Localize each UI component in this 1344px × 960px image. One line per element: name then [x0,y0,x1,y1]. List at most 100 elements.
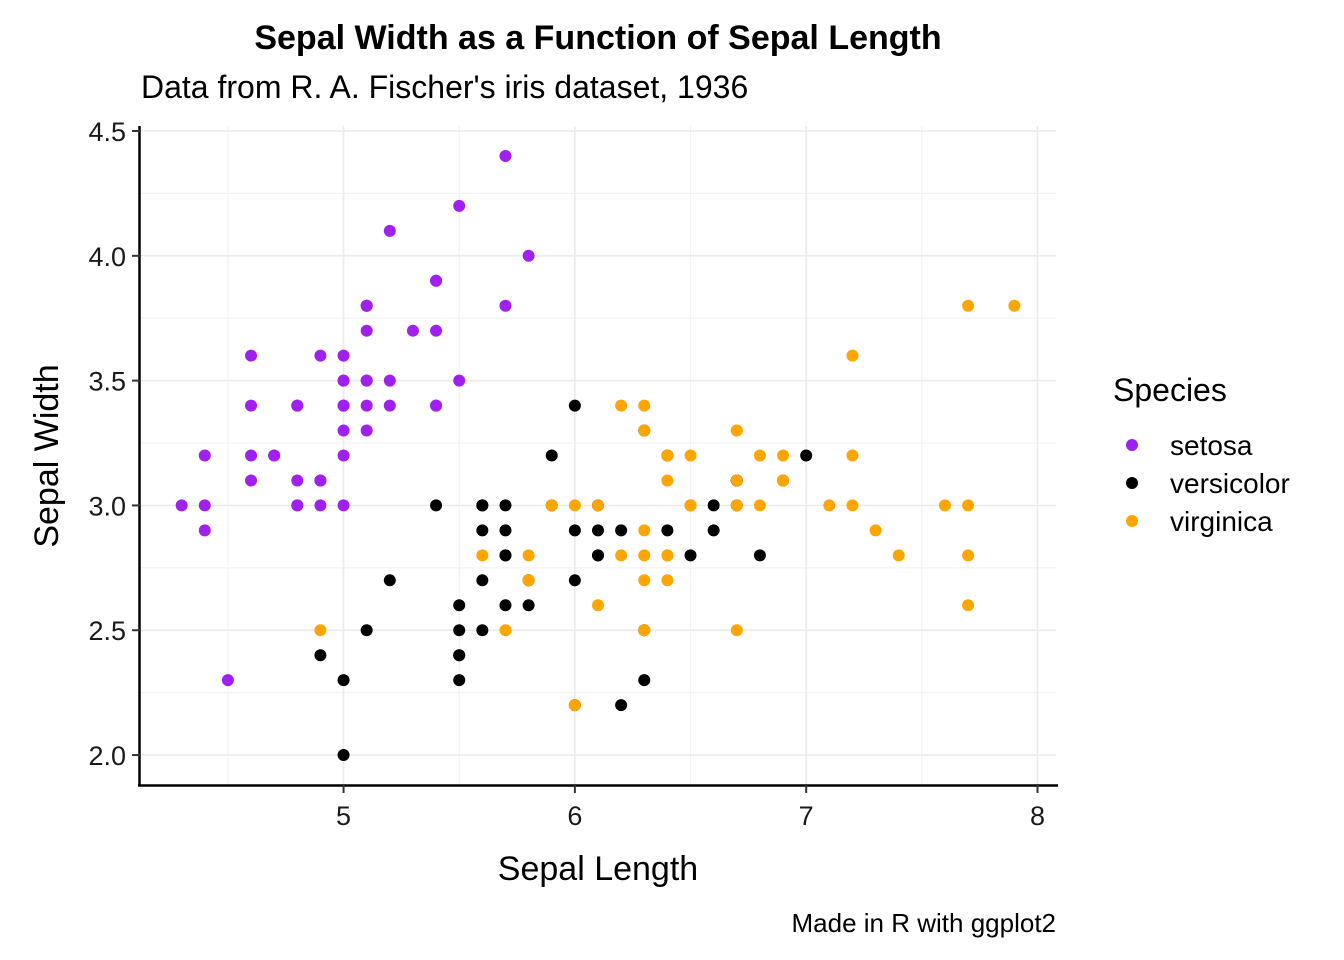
point-setosa [383,399,396,412]
point-versicolor [476,499,489,512]
point-setosa [337,399,350,412]
point-setosa [221,674,234,687]
point-virginica [753,449,766,462]
point-setosa [383,374,396,387]
grid-minor [140,126,1056,785]
point-versicolor [453,674,466,687]
point-virginica [730,474,743,487]
point-setosa [337,349,350,362]
y-tick-label: 3.0 [88,491,126,521]
point-versicolor [568,524,581,537]
point-versicolor [453,624,466,637]
point-setosa [430,324,443,337]
point-virginica [615,399,628,412]
legend-title: Species [1113,372,1227,408]
point-versicolor [568,399,581,412]
point-virginica [846,449,859,462]
point-virginica [846,349,859,362]
point-versicolor [592,549,604,562]
point-setosa [245,349,258,362]
point-setosa [337,424,350,437]
point-setosa [291,399,304,412]
chart-subtitle: Data from R. A. Fischer's iris dataset, … [141,69,748,105]
point-setosa [360,399,373,412]
point-setosa [360,374,373,387]
point-versicolor [707,499,720,512]
x-tick-label: 8 [1030,801,1045,831]
point-virginica [684,449,697,462]
point-setosa [314,499,327,512]
y-tick-label: 3.5 [88,367,126,397]
point-setosa [268,449,281,462]
legend: Species setosa versicolor virginica [1113,372,1290,537]
legend-label-versicolor: versicolor [1170,468,1290,499]
point-setosa [406,324,419,337]
point-virginica [545,499,558,512]
point-virginica [522,549,535,562]
point-versicolor [476,624,489,637]
point-setosa [453,199,466,212]
point-setosa [522,249,535,262]
point-setosa [430,274,443,287]
point-setosa [245,449,258,462]
point-versicolor [707,524,720,537]
point-virginica [592,599,604,612]
point-versicolor [453,649,466,662]
grid-major [140,126,1056,785]
point-virginica [869,524,882,537]
x-tick-label: 5 [336,801,351,831]
y-axis-ticks: 2.0 2.5 3.0 3.5 4.0 4.5 [88,117,140,771]
point-versicolor [568,574,581,587]
point-virginica [499,624,512,637]
point-setosa [198,499,211,512]
x-tick-label: 7 [799,801,814,831]
point-setosa [383,224,396,237]
point-versicolor [499,499,512,512]
point-versicolor [476,574,489,587]
chart-caption: Made in R with ggplot2 [792,908,1056,938]
data-points [175,149,1021,762]
x-tick-label: 6 [567,801,582,831]
point-versicolor [638,674,651,687]
x-axis-ticks: 5 6 7 8 [336,785,1045,831]
point-setosa [291,499,304,512]
point-setosa [198,524,211,537]
legend-items: setosa versicolor virginica [1126,430,1290,537]
point-versicolor [499,524,512,537]
point-setosa [245,474,258,487]
point-virginica [638,624,651,637]
y-axis-title: Sepal Width [28,364,66,547]
point-virginica [661,474,674,487]
point-virginica [638,524,651,537]
point-virginica [1008,299,1021,312]
point-virginica [938,499,951,512]
point-versicolor [545,449,558,462]
point-setosa [337,374,350,387]
point-versicolor [592,524,604,537]
legend-key-setosa [1126,439,1138,451]
point-versicolor [430,499,443,512]
point-setosa [337,449,350,462]
point-virginica [777,474,790,487]
point-versicolor [383,574,396,587]
point-virginica [615,549,628,562]
legend-label-setosa: setosa [1170,430,1253,461]
point-virginica [638,574,651,587]
point-virginica [962,299,975,312]
point-versicolor [684,549,697,562]
legend-key-virginica [1126,515,1138,527]
point-virginica [314,624,327,637]
point-versicolor [499,549,512,562]
point-virginica [823,499,836,512]
y-tick-label: 2.5 [88,616,126,646]
legend-label-virginica: virginica [1170,506,1273,537]
point-virginica [962,549,975,562]
point-virginica [892,549,905,562]
y-tick-label: 2.0 [88,741,126,771]
point-virginica [638,399,651,412]
point-setosa [314,474,327,487]
point-virginica [962,499,975,512]
point-virginica [476,549,489,562]
point-versicolor [499,599,512,612]
